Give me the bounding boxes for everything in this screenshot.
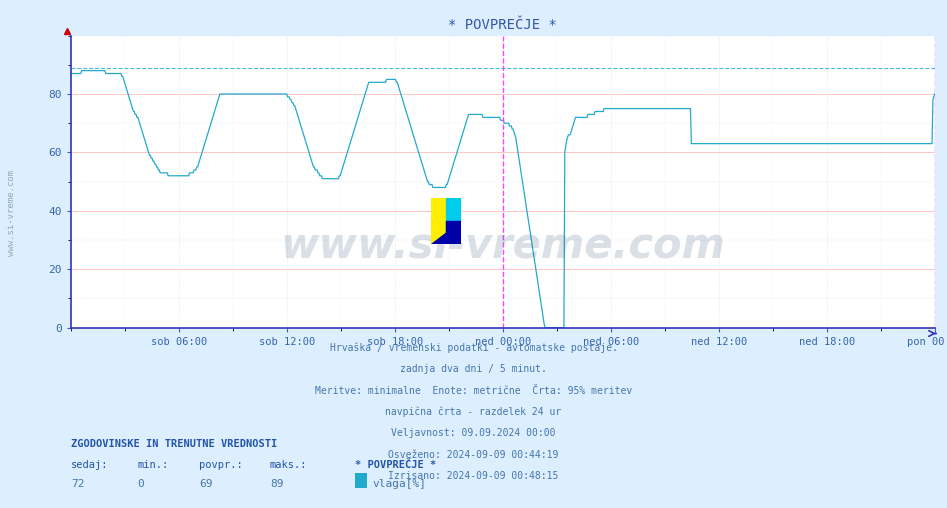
- Text: povpr.:: povpr.:: [199, 460, 242, 470]
- Text: Meritve: minimalne  Enote: metrične  Črta: 95% meritev: Meritve: minimalne Enote: metrične Črta:…: [314, 386, 633, 396]
- Polygon shape: [446, 221, 461, 244]
- Title: * POVPREČJE *: * POVPREČJE *: [449, 18, 557, 31]
- Text: Hrvaška / vremenski podatki - avtomatske postaje.: Hrvaška / vremenski podatki - avtomatske…: [330, 343, 617, 354]
- Text: sedaj:: sedaj:: [71, 460, 109, 470]
- Text: Osveženo: 2024-09-09 00:44:19: Osveženo: 2024-09-09 00:44:19: [388, 450, 559, 460]
- Text: ZGODOVINSKE IN TRENUTNE VREDNOSTI: ZGODOVINSKE IN TRENUTNE VREDNOSTI: [71, 439, 277, 450]
- Text: min.:: min.:: [137, 460, 169, 470]
- Polygon shape: [446, 198, 461, 244]
- Text: zadnja dva dni / 5 minut.: zadnja dva dni / 5 minut.: [400, 364, 547, 374]
- Text: 69: 69: [199, 479, 212, 489]
- Text: Izrisano: 2024-09-09 00:48:15: Izrisano: 2024-09-09 00:48:15: [388, 471, 559, 481]
- Polygon shape: [431, 221, 461, 244]
- Polygon shape: [431, 198, 446, 244]
- Text: navpična črta - razdelek 24 ur: navpična črta - razdelek 24 ur: [385, 407, 562, 418]
- Text: 0: 0: [137, 479, 144, 489]
- Text: vlaga[%]: vlaga[%]: [372, 479, 426, 489]
- Text: www.si-vreme.com: www.si-vreme.com: [280, 225, 725, 267]
- Text: 89: 89: [270, 479, 283, 489]
- Text: maks.:: maks.:: [270, 460, 308, 470]
- Text: www.si-vreme.com: www.si-vreme.com: [7, 170, 16, 257]
- Text: 72: 72: [71, 479, 84, 489]
- Text: * POVPREČJE *: * POVPREČJE *: [355, 460, 437, 470]
- Text: Veljavnost: 09.09.2024 00:00: Veljavnost: 09.09.2024 00:00: [391, 428, 556, 438]
